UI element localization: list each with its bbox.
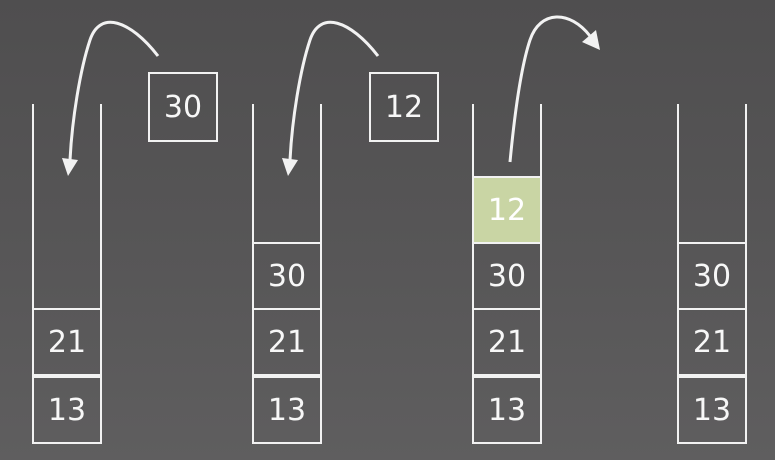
stack-3: 13 21 30 12 xyxy=(472,104,542,444)
stack-1: 13 21 xyxy=(32,104,102,444)
stack-3-cell-2: 21 xyxy=(472,308,542,376)
stack-2-cell-2: 21 xyxy=(252,308,322,376)
stack-4-cell-1: 13 xyxy=(677,376,747,444)
stack-3-cell-1: 13 xyxy=(472,376,542,444)
stack-2-cell-1: 13 xyxy=(252,376,322,444)
stack-4-cell-2: 21 xyxy=(677,308,747,376)
stack-4-cells: 13 21 30 xyxy=(677,242,747,444)
stack-4: 13 21 30 xyxy=(677,104,747,444)
incoming-element-1: 30 xyxy=(148,72,218,142)
stack-1-cell-2: 21 xyxy=(32,308,102,376)
stack-2: 13 21 30 xyxy=(252,104,322,444)
stack-2-cell-3: 30 xyxy=(252,242,322,310)
stack-3-top-cell: 12 xyxy=(472,176,542,244)
stack-1-cells: 13 21 xyxy=(32,308,102,444)
stack-2-cells: 13 21 30 xyxy=(252,242,322,444)
stack-3-cells: 13 21 30 12 xyxy=(472,176,542,444)
stack-3-cell-3: 30 xyxy=(472,242,542,310)
incoming-element-2: 12 xyxy=(369,72,439,142)
stack-4-cell-3: 30 xyxy=(677,242,747,310)
stack-1-cell-1: 13 xyxy=(32,376,102,444)
pop-arrow-head xyxy=(582,30,600,50)
